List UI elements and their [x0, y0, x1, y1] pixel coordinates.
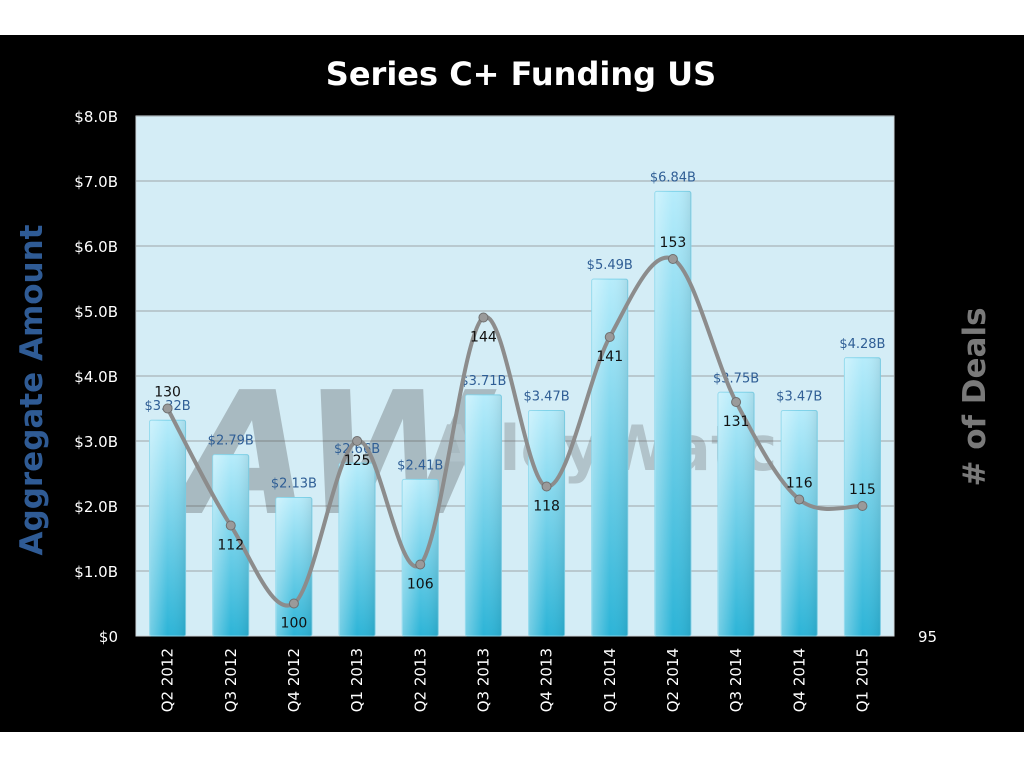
x-axis-ticks: Q2 2012 Q3 2012 Q4 2012 Q1 2013 Q2 2013 Q3 20…: [159, 648, 872, 712]
bar-highlight: [654, 191, 691, 636]
bar-value-label: $3.75B: [713, 371, 759, 386]
deal-point: [541, 481, 552, 492]
deal-value-label: 144: [470, 330, 497, 346]
y-axis-ticks: $0 $1.0B $2.0B $3.0B $4.0B $5.0B $6.0B $7.0B $8.…: [74, 108, 118, 646]
y-tick-label: $7.0B: [74, 173, 118, 191]
y-tick-label: $0: [99, 628, 118, 646]
bar-highlight: [781, 410, 818, 636]
bar-value-label: $2.41B: [397, 458, 443, 473]
deal-value-label: 130: [154, 385, 181, 401]
deal-value-label: 100: [281, 616, 308, 632]
x-tick-label: Q1 2014: [601, 648, 619, 712]
bar-value-label: $2.13B: [271, 477, 317, 492]
deal-value-label: 131: [723, 414, 750, 430]
bar-highlight: [591, 279, 628, 636]
y-tick-label: $2.0B: [74, 498, 118, 516]
bar-highlight: [275, 497, 312, 636]
y-axis-label: Aggregate Amount: [14, 224, 50, 555]
y-tick-label: $6.0B: [74, 238, 118, 256]
bar-highlight: [718, 392, 755, 636]
y-tick-label: $1.0B: [74, 563, 118, 581]
y-tick-label: $5.0B: [74, 303, 118, 321]
gridlines: [136, 115, 894, 572]
deal-value-label: 118: [533, 499, 560, 515]
deal-value-label: 112: [217, 538, 244, 554]
chart-title: Series C+ Funding US: [326, 55, 716, 93]
deal-value-label: 106: [407, 577, 434, 593]
bar-series: [149, 190, 881, 637]
x-tick-label: Q3 2013: [474, 648, 492, 712]
x-tick-label: Q3 2012: [222, 648, 240, 712]
bar-highlight: [528, 410, 565, 636]
bar-highlight: [212, 454, 249, 636]
deal-point: [225, 520, 236, 531]
bar-highlight: [465, 394, 502, 636]
x-tick-label: Q2 2012: [159, 648, 177, 712]
chart-svg: Series C+ Funding US Aggregate Amount # …: [14, 55, 993, 712]
x-tick-label: Q3 2014: [727, 648, 745, 712]
deal-point: [667, 254, 678, 264]
deal-point: [604, 332, 615, 342]
y-tick-label: $8.0B: [74, 108, 118, 126]
bar-value-label: $5.49B: [587, 258, 633, 273]
x-tick-label: Q4 2014: [790, 648, 808, 712]
deal-value-label: 141: [596, 349, 623, 365]
bar-value-label: $4.28B: [839, 337, 885, 352]
deal-point: [162, 403, 173, 414]
x-tick-label: Q2 2014: [664, 648, 682, 712]
bar-highlight: [844, 357, 881, 636]
bar-highlight: [149, 420, 186, 636]
deal-point: [731, 397, 742, 407]
bar-highlight: [402, 479, 439, 636]
x-tick-label: Q2 2013: [411, 648, 429, 712]
bar-value-label: $3.71B: [460, 374, 506, 389]
deal-point: [478, 312, 489, 323]
x-tick-label: Q4 2012: [285, 648, 303, 712]
deal-value-label: 115: [849, 482, 876, 498]
deal-value-label: 125: [344, 453, 371, 469]
deal-point: [352, 436, 363, 446]
bar-value-label: $6.84B: [650, 170, 696, 185]
x-tick-label: Q1 2013: [348, 648, 366, 712]
y2-axis-label: # of Deals: [957, 307, 993, 486]
x-tick-label: Q1 2015: [853, 648, 871, 712]
chart-stage: Series C+ Funding US Aggregate Amount # …: [0, 35, 1024, 732]
deal-points: [162, 254, 868, 609]
y2-axis-ticks: 95: [918, 628, 937, 646]
y2-tick-label: 95: [918, 628, 937, 646]
deal-point: [288, 598, 299, 609]
deal-point: [794, 494, 805, 505]
y-tick-label: $4.0B: [74, 368, 118, 386]
y-tick-label: $3.0B: [74, 433, 118, 451]
bar-value-label: $2.79B: [208, 434, 254, 449]
deal-value-labels: 130 112 100 125 106 144 118 141 153 131 116 115: [154, 235, 876, 632]
deal-value-label: 153: [660, 235, 687, 251]
bar-highlight: [339, 463, 376, 636]
bar-value-label: $3.47B: [524, 389, 570, 404]
deal-point: [415, 559, 426, 570]
bar-value-label: $3.47B: [776, 389, 822, 404]
deal-point: [857, 501, 868, 511]
deal-value-label: 116: [786, 476, 813, 492]
x-tick-label: Q4 2013: [538, 648, 556, 712]
